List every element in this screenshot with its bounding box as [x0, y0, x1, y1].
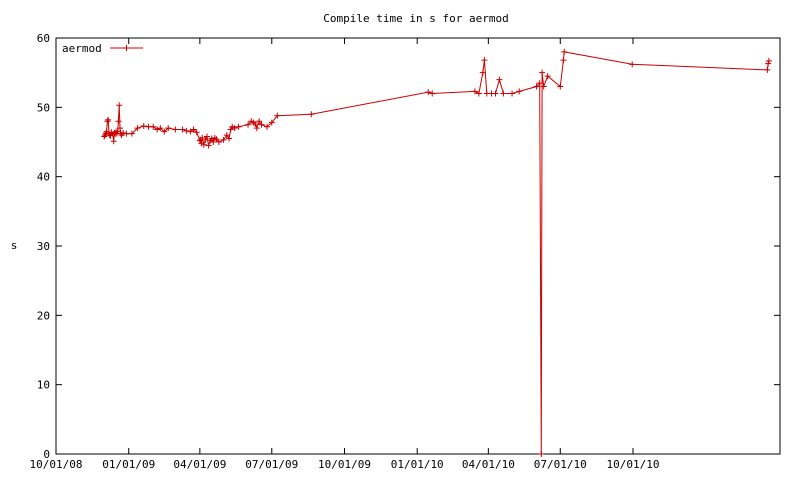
- y-tick-label: 50: [37, 101, 50, 114]
- data-point: [104, 118, 111, 125]
- y-tick-label: 10: [37, 379, 50, 392]
- chart-title: Compile time in s for aermod: [323, 12, 508, 25]
- data-point: [539, 69, 546, 76]
- data-point: [765, 60, 772, 67]
- data-point: [245, 121, 252, 128]
- data-point: [308, 111, 315, 118]
- data-point: [475, 90, 482, 97]
- data-point: [252, 120, 259, 127]
- data-point: [114, 128, 121, 135]
- data-point: [115, 118, 122, 125]
- data-point: [161, 128, 168, 135]
- data-point: [203, 133, 210, 140]
- x-tick-label: 01/01/10: [391, 458, 444, 471]
- data-point: [128, 130, 135, 137]
- data-point: [154, 126, 161, 133]
- series-layer: [101, 48, 772, 457]
- y-tick-label: 0: [43, 448, 50, 461]
- data-point: [208, 135, 215, 142]
- legend-label: aermod: [62, 42, 102, 55]
- y-axis-label: s: [11, 239, 18, 252]
- y-tick-label: 20: [37, 309, 50, 322]
- y-tick-label: 60: [37, 32, 50, 45]
- x-tick-label: 01/01/09: [102, 458, 155, 471]
- series-line-aermod: [103, 51, 770, 455]
- data-point: [210, 139, 217, 145]
- data-point: [274, 112, 281, 119]
- data-point: [183, 127, 190, 134]
- data-point: [231, 125, 238, 132]
- legend: aermod: [62, 42, 143, 55]
- x-tick-label: 10/01/09: [318, 458, 371, 471]
- data-point: [557, 83, 564, 90]
- data-point: [123, 130, 130, 137]
- data-point: [193, 129, 200, 136]
- data-point: [202, 136, 209, 143]
- data-point: [172, 126, 179, 133]
- data-point: [516, 88, 523, 95]
- data-point: [471, 88, 478, 95]
- data-point: [764, 66, 771, 73]
- y-tick-label: 30: [37, 240, 50, 253]
- data-point: [258, 121, 265, 128]
- data-point: [533, 83, 540, 90]
- data-point: [629, 61, 636, 68]
- data-point: [116, 102, 123, 109]
- data-point: [500, 90, 507, 97]
- data-point: [117, 125, 124, 132]
- plot-frame: [55, 37, 781, 455]
- data-point: [120, 129, 127, 136]
- y-tick-label: 40: [37, 171, 50, 184]
- data-point: [215, 139, 222, 145]
- x-axis: 10/01/08 01/01/09 04/01/09 07/01/09 10/01/09…: [30, 38, 659, 471]
- data-point: [110, 138, 117, 145]
- data-point: [220, 136, 227, 143]
- data-point: [429, 90, 436, 97]
- data-point: [536, 80, 543, 87]
- data-point: [226, 135, 233, 142]
- x-tick-label: 10/01/10: [606, 458, 659, 471]
- data-point: [190, 126, 197, 133]
- x-tick-label: 04/01/10: [462, 458, 515, 471]
- data-point: [509, 90, 516, 97]
- x-tick-label: 07/01/10: [534, 458, 587, 471]
- data-point: [492, 90, 499, 97]
- data-point: [140, 123, 147, 130]
- data-point: [253, 125, 260, 132]
- data-point: [496, 76, 503, 83]
- data-point: [150, 123, 157, 130]
- data-point: [479, 69, 486, 76]
- data-point: [560, 57, 567, 64]
- data-point: [256, 118, 263, 125]
- data-point: [200, 141, 207, 148]
- data-point: [157, 125, 164, 132]
- data-point: [134, 125, 141, 132]
- data-point: [187, 128, 194, 135]
- data-point: [165, 125, 172, 132]
- y-axis: 0 10 20 30 40 50 60: [37, 32, 780, 461]
- data-point: [544, 73, 551, 80]
- data-point: [205, 142, 212, 149]
- data-point: [268, 119, 275, 126]
- data-point: [538, 451, 545, 457]
- x-tick-label: 07/01/09: [245, 458, 298, 471]
- data-point: [223, 132, 230, 139]
- x-tick-label: 04/01/09: [173, 458, 226, 471]
- data-point: [179, 126, 186, 133]
- legend-marker: [123, 45, 130, 51]
- data-point: [105, 116, 112, 123]
- data-point: [264, 123, 271, 130]
- data-point: [235, 123, 242, 130]
- data-point: [199, 134, 206, 141]
- data-point: [765, 57, 772, 64]
- data-point: [540, 83, 547, 90]
- x-tick-label: 10/01/08: [30, 458, 83, 471]
- data-point: [425, 89, 432, 96]
- data-point: [561, 48, 568, 55]
- data-point: [481, 57, 488, 64]
